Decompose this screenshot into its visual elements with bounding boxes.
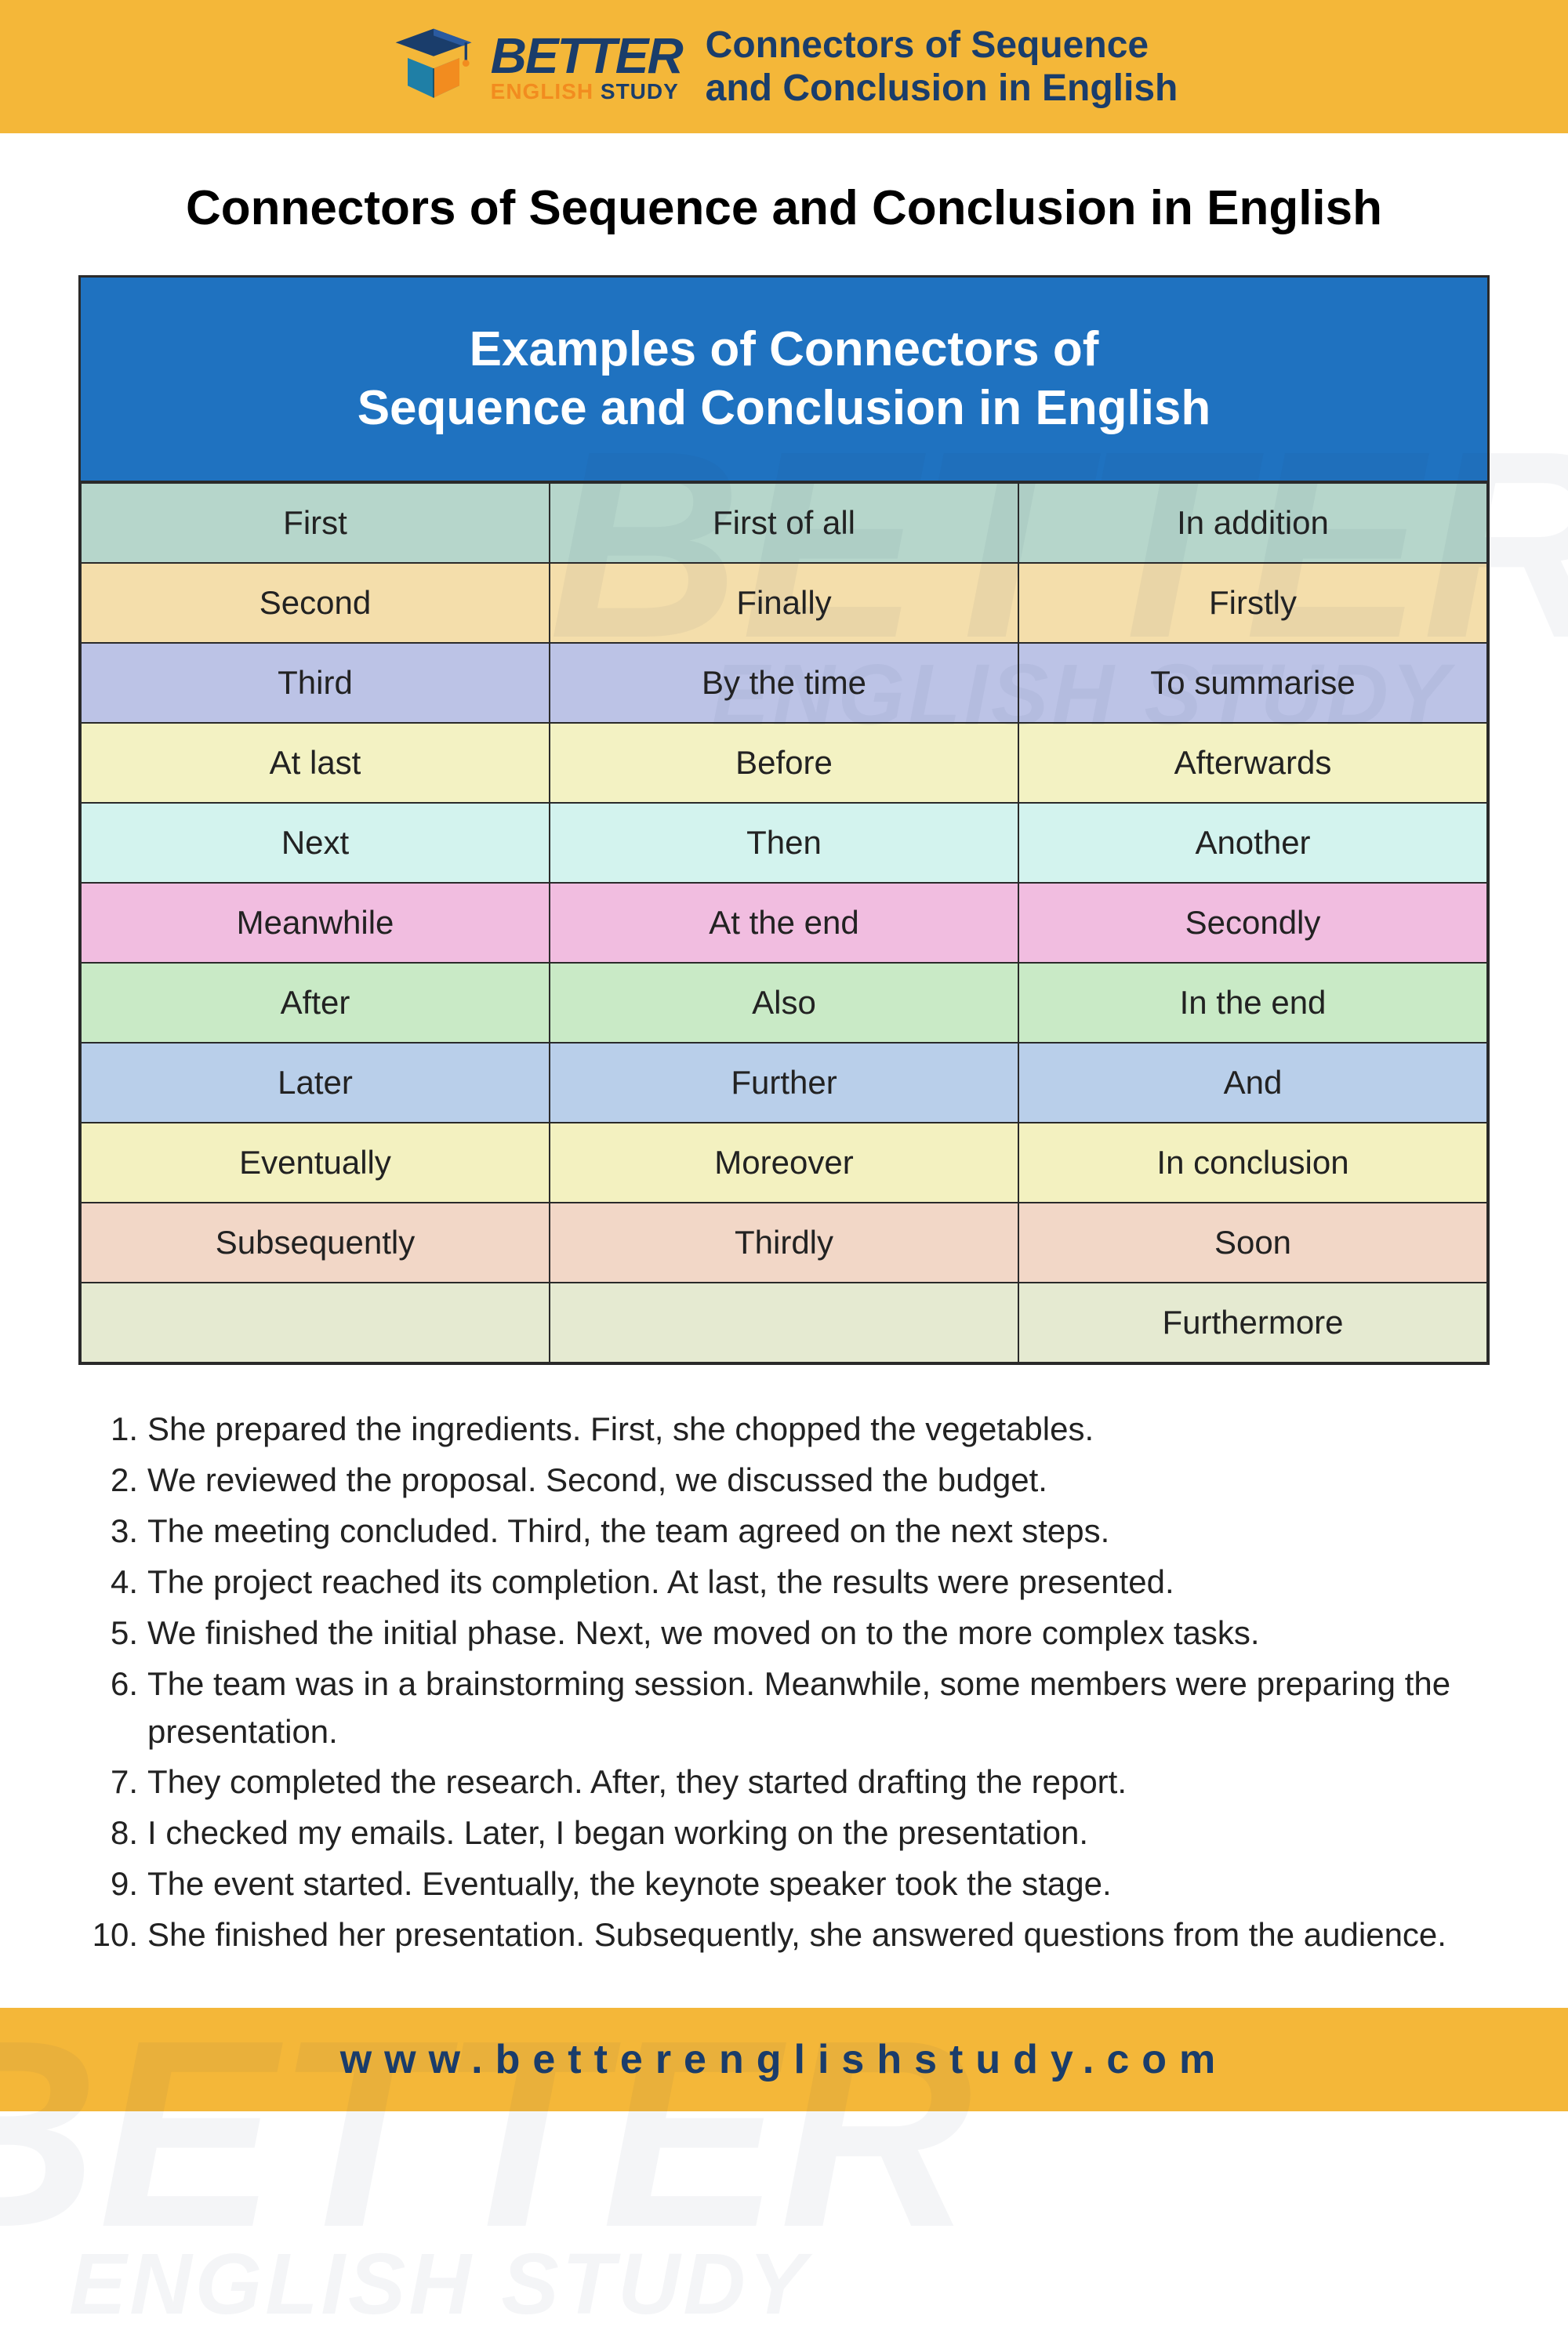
table-cell: After [81, 963, 550, 1043]
sentence-item: 1.She prepared the ingredients. First, s… [86, 1404, 1482, 1455]
sentence-item: 6.The team was in a brainstorming sessio… [86, 1659, 1482, 1758]
sentence-item: 8.I checked my emails. Later, I began wo… [86, 1808, 1482, 1859]
table-cell: Firstly [1018, 563, 1487, 643]
table-cell: First of all [550, 483, 1018, 563]
content-region: BETTER ENGLISH STUDY BETTER ENGLISH STUD… [0, 275, 1568, 2008]
table-cell: At last [81, 723, 550, 803]
table-cell: First [81, 483, 550, 563]
table-cell: And [1018, 1043, 1487, 1123]
table-cell: Third [81, 643, 550, 723]
table-cell: Secondly [1018, 883, 1487, 963]
sentence-text: The project reached its completion. At l… [147, 1559, 1482, 1606]
table-cell: Then [550, 803, 1018, 883]
sentence-text: We reviewed the proposal. Second, we dis… [147, 1457, 1482, 1504]
table-cell: In the end [1018, 963, 1487, 1043]
table-cell: Thirdly [550, 1203, 1018, 1283]
table-cell [81, 1283, 550, 1363]
table-cell: In addition [1018, 483, 1487, 563]
sentence-item: 3.The meeting concluded. Third, the team… [86, 1506, 1482, 1557]
header-tagline: Connectors of Sequence and Conclusion in… [706, 24, 1178, 110]
top-banner: BETTER ENGLISH STUDY Connectors of Seque… [0, 0, 1568, 133]
page-title: Connectors of Sequence and Conclusion in… [0, 133, 1568, 275]
sentence-text: We finished the initial phase. Next, we … [147, 1610, 1482, 1657]
table-cell: Before [550, 723, 1018, 803]
table-body: FirstFirst of allIn addition SecondFinall… [81, 483, 1487, 1363]
table-cell: Soon [1018, 1203, 1487, 1283]
sentence-item: 5.We finished the initial phase. Next, w… [86, 1608, 1482, 1659]
table-header: Examples of Connectors of Sequence and C… [81, 278, 1487, 483]
sentence-item: 4.The project reached its completion. At… [86, 1557, 1482, 1608]
sentence-number: 10. [86, 1911, 138, 1959]
sentence-number: 3. [86, 1508, 138, 1555]
sentence-number: 4. [86, 1559, 138, 1606]
footer-banner: www.betterenglishstudy.com [0, 2008, 1568, 2111]
table-cell: Furthermore [1018, 1283, 1487, 1363]
sentence-text: They completed the research. After, they… [147, 1759, 1482, 1806]
sentence-text: I checked my emails. Later, I began work… [147, 1809, 1482, 1857]
logo-text: BETTER ENGLISH STUDY [491, 31, 682, 103]
table-cell: At the end [550, 883, 1018, 963]
table-cell: In conclusion [1018, 1123, 1487, 1203]
table-cell: Subsequently [81, 1203, 550, 1283]
table-cell: To summarise [1018, 643, 1487, 723]
sentence-item: 7.They completed the research. After, th… [86, 1757, 1482, 1808]
table-cell: Meanwhile [81, 883, 550, 963]
table-cell: Later [81, 1043, 550, 1123]
sentence-text: The event started. Eventually, the keyno… [147, 1860, 1482, 1908]
sentence-text: She prepared the ingredients. First, she… [147, 1406, 1482, 1454]
table-cell: Second [81, 563, 550, 643]
table-cell: Eventually [81, 1123, 550, 1203]
table-cell: Afterwards [1018, 723, 1487, 803]
table-cell: Also [550, 963, 1018, 1043]
sentence-number: 5. [86, 1610, 138, 1657]
logo-word-english-study: ENGLISH STUDY [491, 81, 682, 103]
sentence-number: 9. [86, 1860, 138, 1908]
sentence-number: 8. [86, 1809, 138, 1857]
table-cell: Moreover [550, 1123, 1018, 1203]
page: BETTER ENGLISH STUDY Connectors of Seque… [0, 0, 1568, 2111]
table-cell: By the time [550, 643, 1018, 723]
table-cell: Further [550, 1043, 1018, 1123]
table-cell: Next [81, 803, 550, 883]
sentence-number: 7. [86, 1759, 138, 1806]
sentence-item: 2.We reviewed the proposal. Second, we d… [86, 1455, 1482, 1506]
example-sentences: 1.She prepared the ingredients. First, s… [78, 1365, 1490, 2008]
sentence-number: 1. [86, 1406, 138, 1454]
logo-word-better: BETTER [491, 31, 682, 81]
sentence-number: 2. [86, 1457, 138, 1504]
book-cap-icon [390, 24, 477, 110]
sentence-item: 9.The event started. Eventually, the key… [86, 1859, 1482, 1910]
table-cell: Finally [550, 563, 1018, 643]
sentence-number: 6. [86, 1661, 138, 1756]
sentence-text: The team was in a brainstorming session.… [147, 1661, 1482, 1756]
logo-group: BETTER ENGLISH STUDY [390, 24, 682, 110]
connectors-table: Examples of Connectors of Sequence and C… [78, 275, 1490, 1365]
sentence-text: The meeting concluded. Third, the team a… [147, 1508, 1482, 1555]
sentence-item: 10.She finished her presentation. Subseq… [86, 1910, 1482, 1961]
table-cell [550, 1283, 1018, 1363]
table-cell: Another [1018, 803, 1487, 883]
sentence-text: She finished her presentation. Subsequen… [147, 1911, 1482, 1959]
